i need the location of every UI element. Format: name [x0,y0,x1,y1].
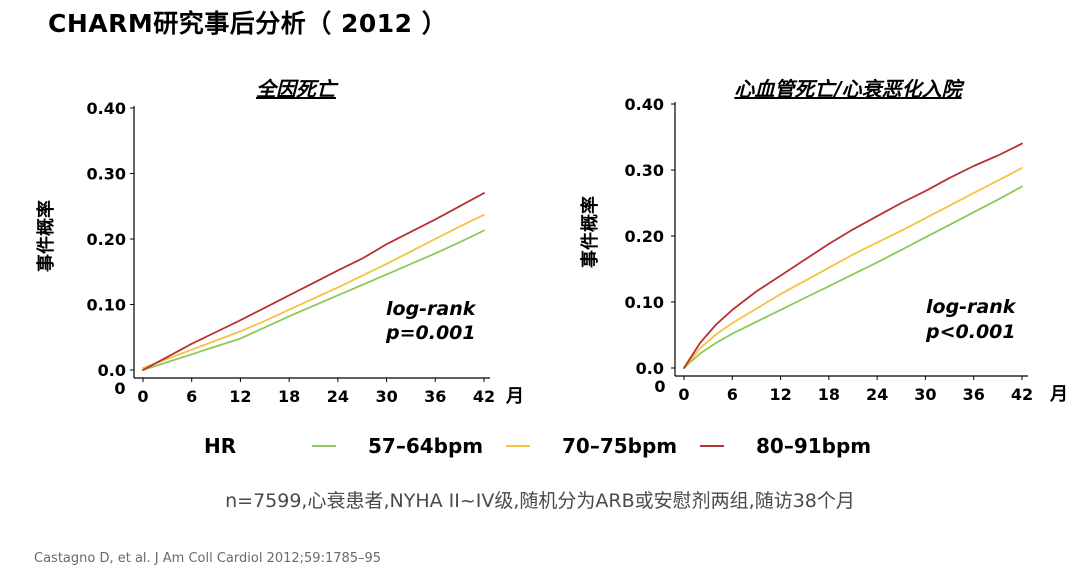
legend-label-80-91: 80–91bpm [756,434,872,458]
x-tick-label: 30 [375,387,397,406]
x-tick-label: 24 [327,387,349,406]
annotation-log-rank: log-rank [926,296,1017,318]
x-tick-label: 30 [914,385,936,404]
x-axis-label: 月 [505,386,524,407]
x-tick-label: 42 [473,387,495,406]
legend-title: HR [204,434,237,458]
x-axis-label: 月 [1049,384,1068,405]
x-tick-label: 42 [1011,385,1033,404]
legend-swatch-70-75 [506,445,530,447]
series-line-70-75 [142,213,485,369]
y-origin-label: 0 [114,379,125,398]
x-tick-label: 36 [424,387,446,406]
series-line-57-64 [683,185,1023,369]
x-tick-label: 18 [278,387,300,406]
y-tick-label: 0.10 [625,293,664,312]
y-tick-label: 0.40 [625,95,664,114]
x-tick-label: 6 [727,385,738,404]
footnote: n=7599,心衰患者,NYHA II~IV级,随机分为ARB或安慰剂两组,随访… [225,490,855,512]
x-tick-label: 0 [137,387,148,406]
series-line-57-64 [142,229,485,371]
legend-item-70-75: 70–75bpm [506,434,677,458]
page-title: CHARM研究事后分析（ 2012 ） [48,9,448,38]
y-tick-label: 0.30 [625,161,664,180]
x-tick-label: 24 [866,385,888,404]
x-tick-label: 0 [678,385,689,404]
y-tick-label: 0.20 [87,230,126,249]
annotation-p-value: p=0.001 [385,322,476,344]
annotation-p-value: p<0.001 [925,321,1016,343]
citation: Castagno D, et al. J Am Coll Cardiol 201… [34,551,382,566]
annotation-log-rank: log-rank [386,298,477,320]
panel-title: 全因死亡 [256,77,339,101]
x-tick-label: 6 [186,387,197,406]
legend-swatch-57-64 [312,445,336,447]
x-tick-label: 18 [818,385,840,404]
legend-item-57-64: 57–64bpm [312,434,483,458]
y-axis-label: 事件概率 [35,200,57,272]
y-origin-label: 0 [654,377,665,396]
panel-title: 心血管死亡/心衰恶化入院 [734,77,965,101]
legend-item-80-91: 80–91bpm [700,434,871,458]
legend-label-70-75: 70–75bpm [562,434,678,458]
y-tick-label: 0.10 [87,296,126,315]
y-axis-label: 事件概率 [579,196,601,268]
y-tick-label: 0.20 [625,227,664,246]
y-tick-label: 0.40 [87,99,126,118]
x-tick-label: 36 [963,385,985,404]
series-line-80-91 [683,142,1023,369]
series-line-70-75 [683,167,1023,369]
chart-panel-cv-death-hf-hospitalization: 心血管死亡/心衰恶化入院 0.0 0.10 0.20 0.30 0.40 0 0 6 12 18 24… [579,77,1068,405]
series-line-80-91 [142,192,485,371]
y-tick-label: 0.30 [87,165,126,184]
y-tick-label: 0.0 [636,359,664,378]
x-tick-label: 12 [229,387,251,406]
y-tick-label: 0.0 [98,361,126,380]
legend-label-57-64: 57–64bpm [368,434,484,458]
x-tick-label: 12 [769,385,791,404]
chart-panel-all-cause-death: 全因死亡 0.0 0.10 0.20 0.30 0.40 0 0 6 12 18 24 30 36 42 月 事… [35,77,524,407]
legend-swatch-80-91 [700,445,724,447]
